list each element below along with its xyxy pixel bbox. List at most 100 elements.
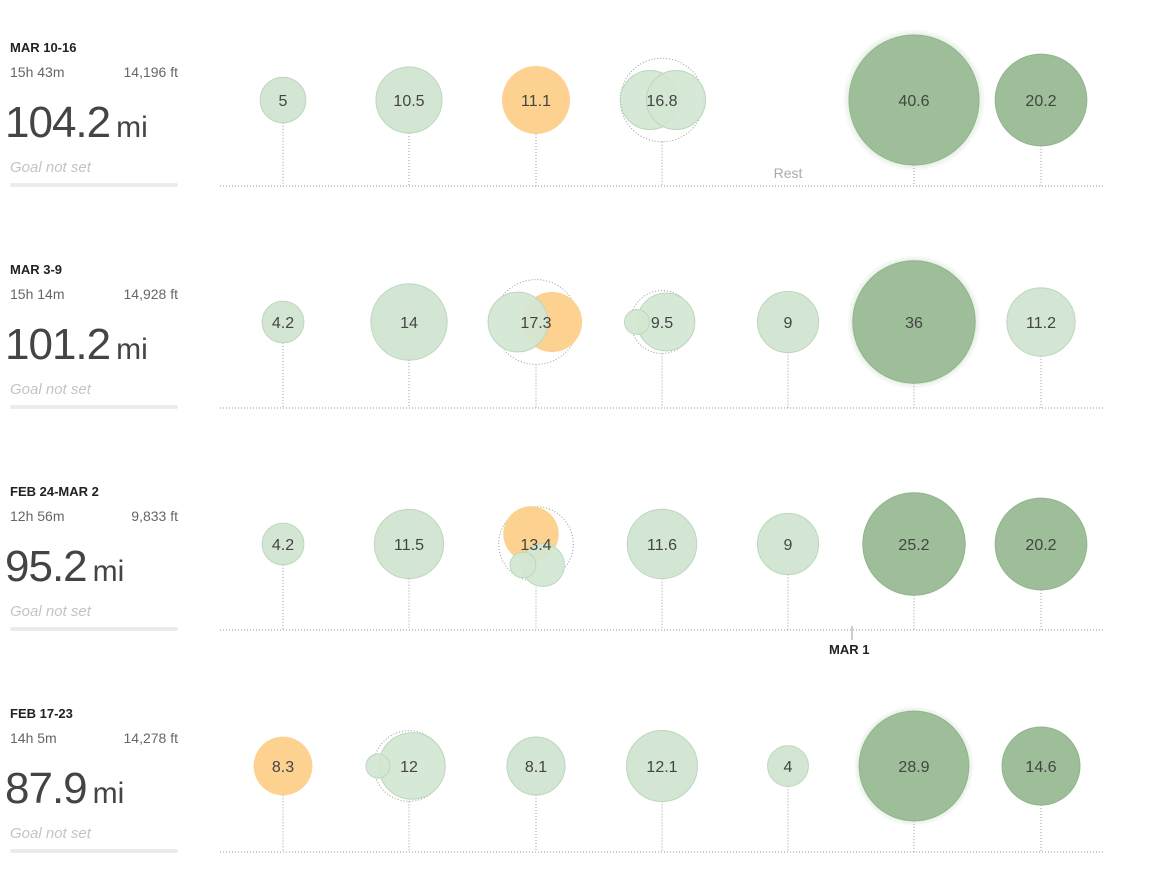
week-label[interactable]: FEB 17-23 bbox=[10, 706, 73, 721]
day-mileage-label: 9 bbox=[784, 315, 793, 332]
day-column[interactable]: 14 bbox=[370, 283, 448, 408]
day-mileage-label: 25.2 bbox=[898, 537, 929, 554]
day-mileage-label: 11.2 bbox=[1026, 315, 1056, 332]
run-bubble[interactable] bbox=[506, 736, 566, 796]
run-bubble[interactable] bbox=[624, 309, 650, 335]
day-column[interactable]: 9 bbox=[756, 290, 820, 408]
day-column[interactable]: 12 bbox=[365, 730, 446, 852]
run-bubble[interactable] bbox=[1001, 726, 1081, 806]
run-bubble[interactable] bbox=[994, 497, 1088, 591]
day-column[interactable]: 8.1 bbox=[506, 736, 566, 852]
day-column[interactable]: 40.6 bbox=[842, 28, 986, 186]
day-column[interactable]: 4.2 bbox=[261, 522, 305, 630]
run-bubble[interactable] bbox=[373, 508, 445, 580]
day-mileage-label: 8.1 bbox=[525, 759, 547, 776]
run-bubble[interactable] bbox=[852, 260, 976, 384]
run-bubble[interactable] bbox=[370, 283, 448, 361]
week-distance-value: 95.2 bbox=[5, 542, 88, 591]
day-mileage-label: 4.2 bbox=[272, 537, 294, 554]
run-bubble[interactable] bbox=[756, 290, 820, 354]
goal-progress-bar bbox=[10, 849, 178, 853]
day-column[interactable]: 17.3 bbox=[487, 279, 583, 408]
day-column[interactable]: 16.8 bbox=[619, 57, 707, 186]
week-elevation: 9,833 ft bbox=[131, 508, 178, 524]
week-summary: FEB 24-MAR 2 12h 56m 9,833 ft 95.2 mi Goa… bbox=[5, 444, 178, 666]
week-summary: FEB 17-23 14h 5m 14,278 ft 87.9 mi Goal n… bbox=[5, 666, 178, 888]
week-duration: 15h 14m bbox=[10, 286, 65, 302]
day-mileage-label: 11.5 bbox=[394, 537, 424, 554]
day-mileage-label: 5 bbox=[279, 93, 288, 110]
run-bubble[interactable] bbox=[626, 508, 698, 580]
day-total-ring bbox=[498, 506, 574, 582]
day-column[interactable]: 20.2 bbox=[994, 53, 1088, 186]
day-mileage-label: 8.3 bbox=[272, 759, 294, 776]
week-goal-status[interactable]: Goal not set bbox=[10, 825, 91, 842]
run-bubble[interactable] bbox=[994, 53, 1088, 147]
day-mileage-label: 11.6 bbox=[647, 537, 677, 554]
goal-progress-bar bbox=[10, 183, 178, 187]
day-mileage-label: 10.5 bbox=[393, 93, 424, 110]
day-column[interactable]: Rest bbox=[774, 165, 803, 181]
run-bubble[interactable] bbox=[645, 69, 707, 131]
run-bubble[interactable] bbox=[1006, 287, 1076, 357]
day-column[interactable]: 20.2 bbox=[994, 497, 1088, 630]
week-distance-unit: mi bbox=[116, 333, 148, 366]
day-column[interactable]: 4 bbox=[767, 745, 809, 852]
run-bubble[interactable] bbox=[858, 710, 970, 822]
run-bubble[interactable] bbox=[626, 730, 698, 802]
week-goal-status[interactable]: Goal not set bbox=[10, 381, 91, 398]
day-mileage-label: 13.4 bbox=[520, 537, 551, 554]
week-distance-unit: mi bbox=[116, 111, 148, 144]
day-mileage-label: 11.1 bbox=[521, 93, 551, 110]
day-column[interactable]: 13.4 bbox=[498, 506, 574, 630]
day-column[interactable]: 9.5 bbox=[624, 290, 696, 408]
day-mileage-label: 36 bbox=[905, 315, 923, 332]
week-goal-status[interactable]: Goal not set bbox=[10, 159, 91, 176]
run-bubble[interactable] bbox=[487, 291, 549, 353]
day-column[interactable]: 12.1 bbox=[626, 730, 698, 852]
day-mileage-label: 4 bbox=[784, 759, 793, 776]
week-label[interactable]: MAR 3-9 bbox=[10, 262, 63, 277]
run-bubble[interactable] bbox=[767, 745, 809, 787]
day-column[interactable]: 5 bbox=[259, 76, 307, 186]
week-distance-unit: mi bbox=[92, 555, 125, 588]
week-goal-status[interactable]: Goal not set bbox=[10, 603, 91, 620]
week-label[interactable]: MAR 10-16 bbox=[10, 40, 77, 55]
week-distance: 101.2 mi bbox=[5, 320, 148, 370]
run-bubble[interactable] bbox=[253, 736, 313, 796]
day-column[interactable]: 36 bbox=[846, 254, 982, 408]
week-elevation: 14,928 ft bbox=[123, 286, 179, 302]
day-column[interactable]: 4.2 bbox=[261, 300, 305, 408]
week-label[interactable]: FEB 24-MAR 2 bbox=[10, 484, 99, 499]
run-bubble[interactable] bbox=[365, 753, 391, 779]
run-bubble[interactable] bbox=[375, 66, 443, 134]
day-column[interactable]: 14.6 bbox=[1001, 726, 1081, 852]
week-duration: 14h 5m bbox=[10, 730, 57, 746]
run-bubble[interactable] bbox=[502, 66, 570, 134]
run-bubble[interactable] bbox=[259, 76, 307, 124]
week-row-feb-17-23: FEB 17-23 14h 5m 14,278 ft 87.9 mi Goal n… bbox=[0, 666, 1152, 888]
goal-progress-bar bbox=[10, 405, 178, 409]
run-bubble[interactable] bbox=[261, 522, 305, 566]
run-bubble[interactable] bbox=[862, 492, 966, 596]
week-row-mar-3-9: MAR 3-9 15h 14m 14,928 ft 101.2 mi Goal n… bbox=[0, 222, 1152, 444]
run-bubble[interactable] bbox=[848, 34, 980, 166]
day-mileage-label: 4.2 bbox=[272, 315, 294, 332]
day-column[interactable]: 11.5 bbox=[373, 508, 445, 630]
day-column[interactable]: 11.2 bbox=[1006, 287, 1076, 408]
week-summary: MAR 3-9 15h 14m 14,928 ft 101.2 mi Goal n… bbox=[5, 222, 179, 444]
day-column[interactable]: 28.9 bbox=[853, 705, 975, 852]
goal-progress-bar bbox=[10, 627, 178, 631]
day-column[interactable]: 25.2 bbox=[862, 492, 966, 630]
run-bubble[interactable] bbox=[756, 512, 820, 576]
week-distance: 87.9 mi bbox=[5, 764, 124, 814]
day-column[interactable]: 9 bbox=[756, 512, 820, 630]
week-row-feb-24-mar-2: FEB 24-MAR 2 12h 56m 9,833 ft 95.2 mi Goa… bbox=[0, 444, 1152, 666]
day-column[interactable]: 11.6 bbox=[626, 508, 698, 630]
day-column[interactable]: 10.5 bbox=[375, 66, 443, 186]
day-column[interactable]: 8.3 bbox=[253, 736, 313, 852]
run-bubble[interactable] bbox=[509, 551, 537, 579]
run-bubble[interactable] bbox=[261, 300, 305, 344]
day-column[interactable]: 11.1 bbox=[502, 66, 570, 186]
week-distance-value: 104.2 bbox=[5, 98, 111, 147]
